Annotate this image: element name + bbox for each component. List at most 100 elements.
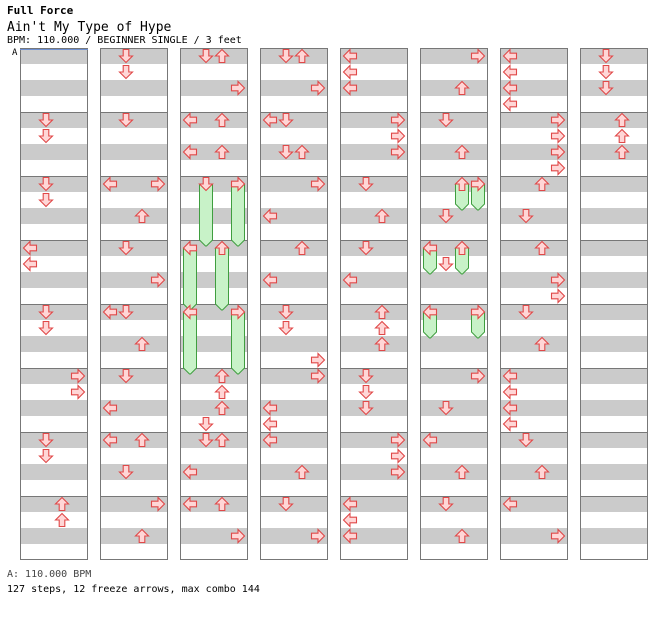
beat-stripe [260,80,328,96]
beat-stripe [420,528,488,544]
beat-stripe [180,528,248,544]
beat-stripe [260,464,328,480]
beat-stripe [180,144,248,160]
beat-stripe [260,336,328,352]
beat-stripe [260,496,328,512]
beat-stripe [580,528,648,544]
beat-stripe [500,432,568,448]
freeze-arrow-body [215,247,229,311]
arrow-down-icon [198,176,214,192]
beat-stripe [580,368,648,384]
arrow-down-icon [438,208,454,224]
arrow-left-icon [502,416,518,432]
arrow-up-icon [214,384,230,400]
arrow-up-icon [214,432,230,448]
arrow-up-icon [214,240,230,256]
arrow-up-icon [294,464,310,480]
arrow-left-icon [342,528,358,544]
beat-stripe [100,528,168,544]
arrow-right-icon [70,368,86,384]
arrow-down-icon [438,112,454,128]
arrow-down-icon [438,256,454,272]
beat-stripe [260,368,328,384]
chart-column [100,48,168,560]
beat-stripe [340,528,408,544]
arrow-down-icon [118,240,134,256]
beat-stripe [500,112,568,128]
beat-stripe [420,336,488,352]
beat-stripe [20,432,88,448]
arrow-up-icon [454,464,470,480]
arrow-right-icon [390,432,406,448]
arrow-down-icon [278,320,294,336]
arrow-down-icon [38,320,54,336]
beat-stripe [580,144,648,160]
arrow-left-icon [182,304,198,320]
arrow-up-icon [214,368,230,384]
beat-stripe [500,464,568,480]
arrow-left-icon [502,96,518,112]
beat-stripe [580,432,648,448]
beat-stripe [500,304,568,320]
freeze-arrow-body [231,311,245,375]
beat-stripe [180,112,248,128]
arrow-down-icon [198,48,214,64]
arrow-down-icon [38,432,54,448]
beat-stripe [180,48,248,64]
beat-stripe [100,112,168,128]
beat-stripe [20,528,88,544]
beat-stripe [500,368,568,384]
arrow-down-icon [278,48,294,64]
beat-stripe [20,336,88,352]
beat-stripe [340,464,408,480]
arrow-left-icon [262,112,278,128]
beat-stripe [340,240,408,256]
beat-stripe [500,208,568,224]
beat-stripe [500,48,568,64]
arrow-up-icon [454,144,470,160]
arrow-right-icon [470,176,486,192]
arrow-left-icon [422,304,438,320]
arrow-down-icon [598,48,614,64]
arrow-down-icon [358,368,374,384]
column-border [100,48,168,560]
beat-stripe [580,400,648,416]
arrow-down-icon [438,400,454,416]
arrow-left-icon [22,240,38,256]
arrow-up-icon [214,112,230,128]
beat-stripe [340,432,408,448]
beat-stripe [20,208,88,224]
beat-stripe [420,144,488,160]
arrow-left-icon [262,208,278,224]
beat-stripe [100,336,168,352]
arrow-right-icon [230,80,246,96]
beat-stripe [580,464,648,480]
beat-stripe [340,400,408,416]
arrow-down-icon [358,240,374,256]
arrow-right-icon [310,368,326,384]
arrow-down-icon [278,496,294,512]
beat-stripe [100,464,168,480]
arrow-left-icon [342,272,358,288]
beat-stripe [340,304,408,320]
chart-column [420,48,488,560]
arrow-down-icon [278,144,294,160]
arrow-down-icon [118,112,134,128]
arrow-left-icon [502,48,518,64]
arrow-down-icon [598,80,614,96]
arrow-down-icon [118,304,134,320]
arrow-left-icon [422,240,438,256]
arrow-up-icon [534,464,550,480]
beat-stripe [180,80,248,96]
beat-stripe [260,304,328,320]
beat-stripe [420,432,488,448]
beat-stripe [340,112,408,128]
beat-stripe [20,496,88,512]
arrow-down-icon [118,368,134,384]
beat-stripe [500,176,568,192]
arrow-right-icon [470,368,486,384]
arrow-right-icon [390,464,406,480]
arrow-left-icon [262,400,278,416]
arrow-down-icon [278,304,294,320]
beat-stripe [100,80,168,96]
